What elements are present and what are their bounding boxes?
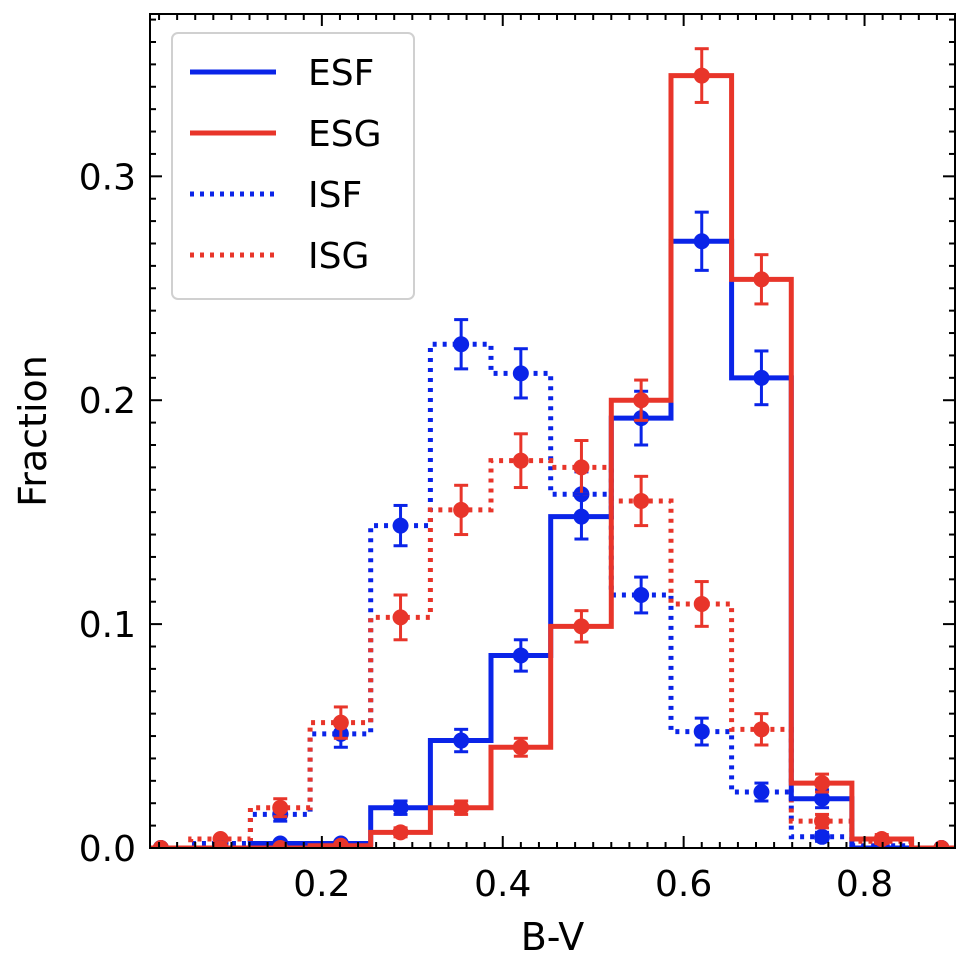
data-point-isf (453, 336, 470, 353)
legend-entry-isg: ISG (190, 236, 369, 277)
legend-box (171, 32, 415, 300)
y-tick-label: 0.0 (79, 829, 136, 870)
plot-frame (149, 13, 956, 849)
data-point-esf (753, 369, 770, 386)
y-tick-label: 0.3 (79, 157, 136, 198)
data-point-isf (392, 517, 409, 534)
data-point-esg (573, 618, 590, 635)
step-line-esf (150, 238, 955, 848)
data-point-esg (753, 271, 770, 288)
data-point-esf (814, 790, 831, 807)
data-point-isf (753, 784, 770, 801)
data-point-esg (272, 840, 289, 848)
x-axis-label: B-V (521, 915, 585, 959)
ticks-layer: 0.2 0.4 0.6 0.8 0.0 0.1 0.2 0.3 (79, 14, 956, 905)
legend-label-isf: ISF (308, 175, 362, 216)
data-point-isg (753, 721, 770, 738)
data-point-esg (693, 67, 710, 84)
data-point-esg (873, 831, 890, 848)
data-point-isg (332, 714, 349, 731)
x-tick-label: 0.4 (474, 864, 531, 905)
data-point-isf (633, 587, 650, 604)
legend-label-isg: ISG (308, 236, 369, 277)
data-point-esf (693, 233, 710, 250)
data-point-isg (453, 501, 470, 518)
data-point-isg (272, 799, 289, 816)
data-point-esg (814, 775, 831, 792)
x-tick-label: 0.2 (293, 864, 350, 905)
data-point-esf (512, 647, 529, 664)
y-tick-label: 0.2 (79, 381, 136, 422)
data-point-isg (814, 813, 831, 830)
data-point-esf (392, 799, 409, 816)
series-esg (150, 47, 955, 848)
data-point-esg (152, 840, 169, 848)
series-esf (150, 210, 955, 848)
data-point-esg (453, 799, 470, 816)
y-tick-label: 0.1 (79, 605, 136, 646)
data-point-esg (212, 840, 229, 848)
legend-entry-esg: ESG (190, 114, 382, 155)
legend-label-esg: ESG (308, 114, 382, 155)
data-point-isf (512, 365, 529, 382)
data-point-isg (693, 595, 710, 612)
x-tick-label: 0.8 (836, 864, 893, 905)
data-point-isf (814, 828, 831, 845)
data-point-esg (392, 824, 409, 841)
data-point-isg (392, 609, 409, 626)
legend-entry-esf: ESF (190, 53, 374, 94)
data-point-isg (512, 452, 529, 469)
data-point-isf (693, 723, 710, 740)
data-point-isg (573, 459, 590, 476)
data-point-isg (633, 492, 650, 509)
plot-layer (150, 47, 955, 848)
legend-entry-isf: ISF (190, 175, 362, 216)
data-point-esg (512, 739, 529, 756)
x-tick-label: 0.6 (655, 864, 712, 905)
legend: ESF ESG ISF ISG (171, 32, 415, 300)
legend-label-esf: ESF (308, 53, 374, 94)
data-point-esf (573, 508, 590, 525)
y-axis-label: Fraction (11, 355, 55, 507)
data-point-esg (633, 392, 650, 409)
data-point-esf (453, 732, 470, 749)
